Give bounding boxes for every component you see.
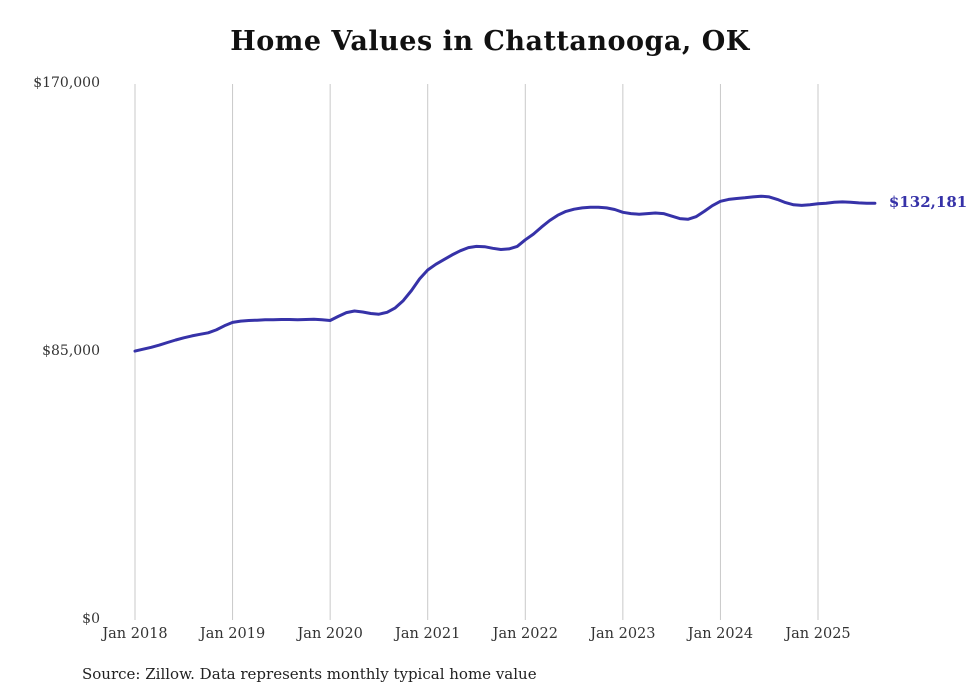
current-value-label: $132,181 [888,193,968,212]
x-tick-label: Jan 2025 [785,626,851,642]
x-tick-label: Jan 2023 [590,626,656,642]
x-tick-label: Jan 2021 [395,626,461,642]
source-note: Source: Zillow. Data represents monthly … [82,665,537,683]
x-tick-label: Jan 2020 [297,626,363,642]
y-tick-label: $85,000 [42,343,100,359]
chart-title: Home Values in Chattanooga, OK [230,26,750,57]
home-value-line [133,194,877,353]
y-tick-label: $170,000 [33,75,100,91]
x-tick-label: Jan 2024 [687,626,754,642]
x-tick-label: Jan 2022 [492,626,558,642]
x-tick-label: Jan 2019 [199,626,266,642]
y-tick-label: $0 [82,611,100,627]
x-tick-label: Jan 2018 [102,626,168,642]
